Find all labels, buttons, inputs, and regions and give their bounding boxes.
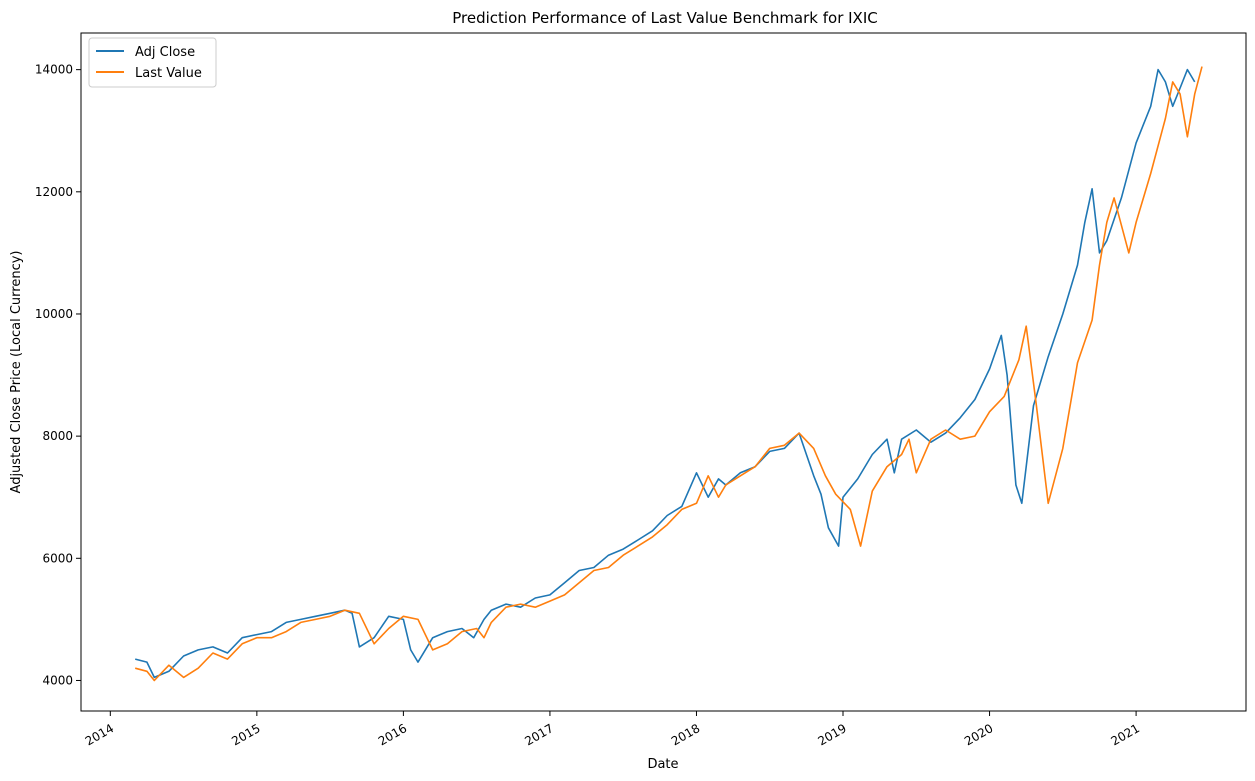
plot-area bbox=[134, 66, 1203, 682]
y-tick-label-0: 4000 bbox=[42, 673, 73, 687]
y-tick-label-2: 8000 bbox=[42, 429, 73, 443]
chart-title: Prediction Performance of Last Value Ben… bbox=[452, 9, 878, 27]
x-tick-label-7: 2021 bbox=[1109, 721, 1142, 748]
y-tick-label-1: 6000 bbox=[42, 551, 73, 565]
y-tick-label-5: 14000 bbox=[35, 63, 73, 77]
x-tick-label-1: 2015 bbox=[229, 721, 262, 748]
legend-label-1: Last Value bbox=[135, 66, 202, 81]
x-axis-label: Date bbox=[647, 757, 678, 772]
x-tick-label-5: 2019 bbox=[815, 721, 848, 748]
series-line-0 bbox=[135, 68, 1196, 679]
plot-frame bbox=[80, 32, 1247, 712]
y-tick-label-3: 10000 bbox=[35, 307, 73, 321]
y-tick-label-4: 12000 bbox=[35, 185, 73, 199]
legend-label-0: Adj Close bbox=[135, 45, 195, 60]
x-tick-label-3: 2017 bbox=[522, 721, 555, 748]
x-tick-label-2: 2016 bbox=[376, 721, 409, 748]
series-line-1 bbox=[134, 66, 1203, 682]
legend: Adj Close Last Value bbox=[88, 37, 217, 88]
x-tick-label-4: 2018 bbox=[669, 721, 702, 748]
x-tick-label-0: 2014 bbox=[83, 721, 116, 748]
x-axis: 2014 2015 2016 2017 2018 2019 2020 2021 bbox=[83, 711, 1142, 748]
x-tick-label-6: 2020 bbox=[962, 721, 995, 748]
y-axis: 4000 6000 8000 10000 12000 14000 bbox=[35, 63, 81, 687]
y-axis-label: Adjusted Close Price (Local Currency) bbox=[9, 251, 24, 494]
